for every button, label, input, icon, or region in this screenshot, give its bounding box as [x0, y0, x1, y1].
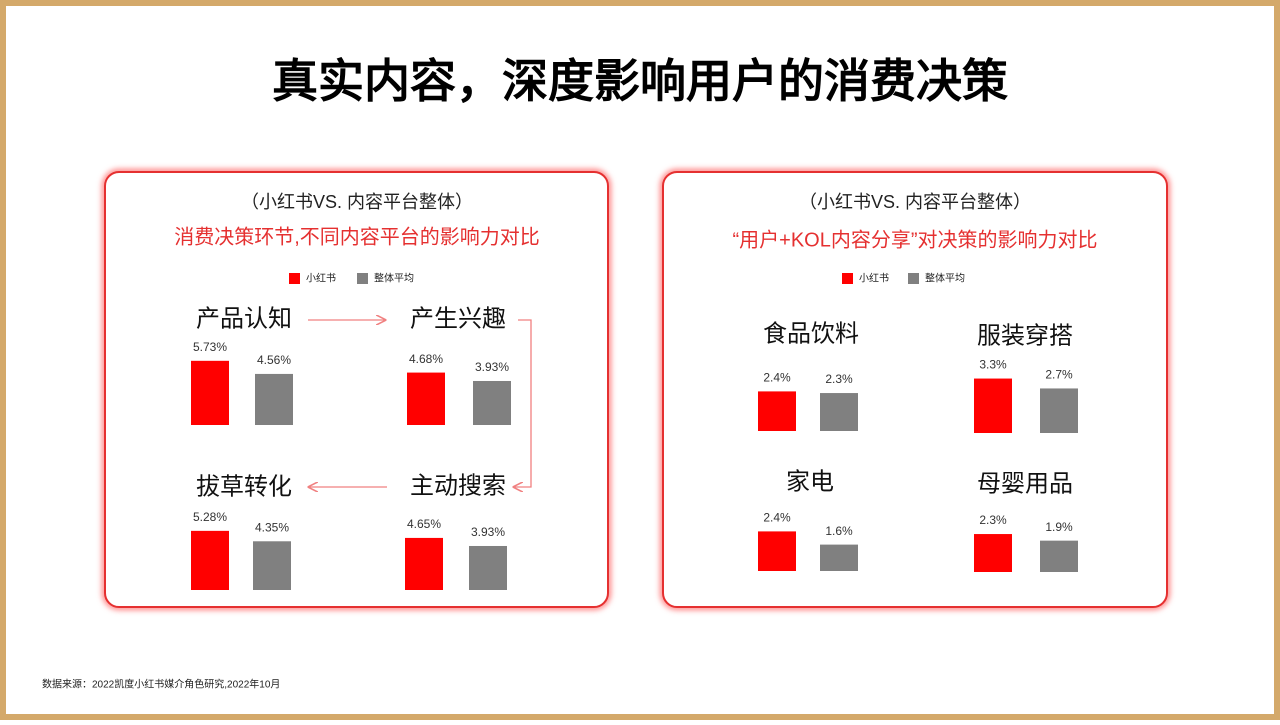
panel [662, 171, 1168, 608]
panel-subtitle: （小红书VS. 内容平台整体） [241, 192, 473, 212]
chart-title: 家电 [786, 468, 834, 495]
legend-label: 整体平均 [925, 272, 965, 285]
bar [820, 393, 858, 431]
value-label: 1.9% [1045, 520, 1073, 534]
value-label: 4.65% [407, 517, 441, 531]
value-label: 3.3% [979, 358, 1007, 372]
value-label: 3.93% [475, 360, 509, 374]
panel-subtitle: （小红书VS. 内容平台整体） [799, 192, 1031, 212]
value-label: 2.3% [825, 372, 853, 386]
value-label: 4.68% [409, 352, 443, 366]
legend-swatch [842, 273, 853, 284]
legend-label: 小红书 [859, 272, 889, 285]
panel-heading: “用户+KOL内容分享”对决策的影响力对比 [732, 228, 1097, 251]
bar [191, 360, 229, 425]
value-label: 3.93% [471, 525, 505, 539]
legend-swatch [357, 273, 368, 284]
chart-title: 产生兴趣 [410, 305, 506, 332]
bar [405, 537, 443, 590]
value-label: 4.56% [257, 353, 291, 367]
chart-title: 拔草转化 [196, 473, 292, 500]
bar [253, 541, 291, 590]
panel-heading: 消费决策环节,不同内容平台的影响力对比 [174, 225, 540, 248]
value-label: 2.3% [979, 513, 1007, 527]
bar [758, 391, 796, 431]
chart-title: 主动搜索 [410, 472, 506, 499]
bar [758, 531, 796, 571]
slide-title: 真实内容，深度影响用户的消费决策 [272, 55, 1008, 107]
chart-title: 食品饮料 [763, 320, 859, 347]
legend-swatch [289, 273, 300, 284]
value-label: 5.73% [193, 340, 227, 354]
bar [469, 545, 507, 590]
panel [104, 171, 609, 608]
bar [473, 380, 511, 425]
value-label: 2.7% [1045, 368, 1073, 382]
legend-label: 小红书 [306, 272, 336, 285]
bar [191, 530, 229, 590]
chart-title: 服装穿搭 [977, 322, 1073, 349]
bar [1040, 540, 1078, 572]
value-label: 5.28% [193, 510, 227, 524]
bar [820, 544, 858, 571]
arrow [514, 319, 532, 487]
chart-title: 产品认知 [196, 305, 292, 332]
source-note: 数据来源：2022凯度小红书媒介角色研究,2022年10月 [42, 678, 280, 691]
chart-title: 母婴用品 [977, 470, 1073, 497]
value-label: 2.4% [763, 371, 791, 385]
value-label: 2.4% [763, 511, 791, 525]
bar [974, 378, 1012, 433]
bar [974, 534, 1012, 572]
legend-label: 整体平均 [374, 272, 414, 285]
bar [407, 372, 445, 425]
flow-arrows [308, 319, 532, 487]
bar [255, 373, 293, 425]
bar [1040, 388, 1078, 433]
legend-swatch [908, 273, 919, 284]
value-label: 1.6% [825, 524, 853, 538]
value-label: 4.35% [255, 520, 289, 534]
